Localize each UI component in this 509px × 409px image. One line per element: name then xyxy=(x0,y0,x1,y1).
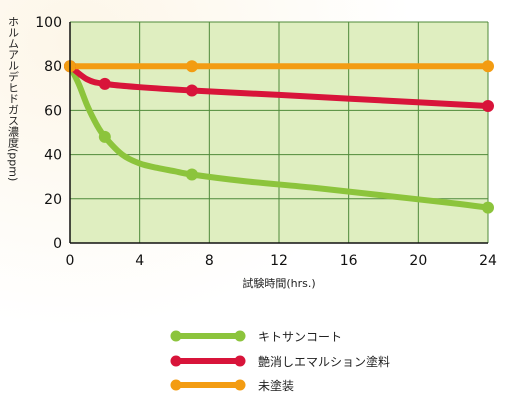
data-point-series-0-3 xyxy=(482,201,494,214)
legend-label-2: 未塗装 xyxy=(258,378,294,393)
legend-marker-right-0 xyxy=(234,330,246,342)
data-point-series-2-2 xyxy=(482,60,494,73)
legend-label-1: 艶消しエマルション塗料 xyxy=(258,354,390,369)
y-tick-labels: 0 20 40 60 80 100 xyxy=(35,15,62,252)
data-markers xyxy=(64,60,494,214)
legend-marker-right-2 xyxy=(234,379,246,391)
x-tick-labels: 0 4 8 12 16 20 24 xyxy=(66,253,497,269)
x-tick-label-12: 12 xyxy=(270,253,288,269)
y-tick-label-80: 80 xyxy=(44,59,62,75)
legend-marker-left-1 xyxy=(170,355,182,367)
legend-label-0: キトサンコート xyxy=(258,330,342,344)
x-tick-label-20: 20 xyxy=(409,253,427,269)
data-point-series-1-1 xyxy=(98,77,111,90)
y-tick-label-100: 100 xyxy=(35,15,62,31)
axes xyxy=(69,22,488,244)
y-tick-label-40: 40 xyxy=(44,148,62,164)
y-tick-label-0: 0 xyxy=(53,236,62,252)
legend-marker-right-1 xyxy=(234,355,246,367)
x-tick-label-8: 8 xyxy=(205,253,214,269)
x-tick-label-0: 0 xyxy=(66,253,75,269)
y-tick-label-60: 60 xyxy=(44,103,62,119)
x-tick-label-4: 4 xyxy=(135,253,144,269)
legend-marker-left-2 xyxy=(170,379,182,391)
y-axis-title: ホルムアルデヒドガス濃度(ppm) xyxy=(7,16,20,182)
data-point-series-2-1 xyxy=(185,60,198,73)
data-point-series-1-2 xyxy=(185,84,198,97)
x-tick-label-24: 24 xyxy=(479,253,497,269)
series-line-0 xyxy=(67,63,491,211)
x-axis-title: 試験時間(hrs.) xyxy=(242,276,315,290)
legend-marker-left-0 xyxy=(170,330,182,342)
data-point-series-1-3 xyxy=(482,99,494,112)
data-point-series-0-1 xyxy=(98,130,111,143)
y-tick-label-20: 20 xyxy=(44,192,62,208)
x-tick-label-16: 16 xyxy=(340,253,358,269)
data-point-series-0-2 xyxy=(185,168,198,181)
